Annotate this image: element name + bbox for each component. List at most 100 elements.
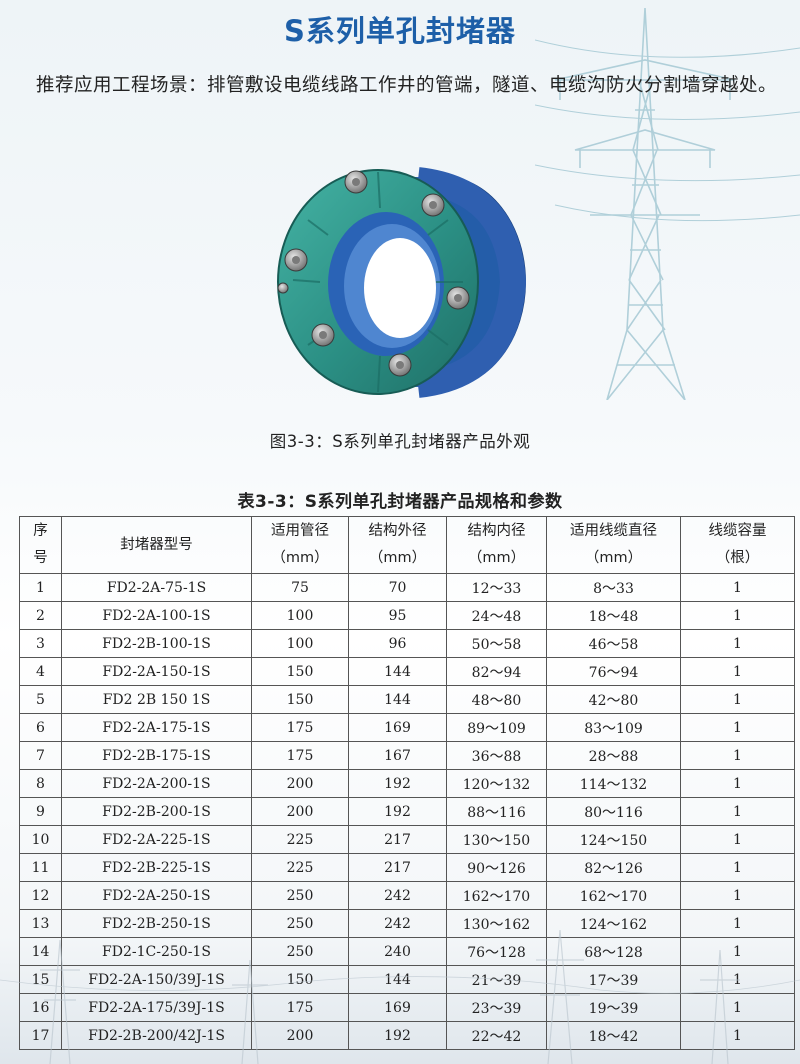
header-cable-diameter: 适用线缆直径 （mm） (546, 516, 681, 574)
spec-table: 序号 封堵器型号 适用管径 （mm） 结构外径 （mm） 结构内径 （mm） 适用线缆… (19, 516, 795, 1050)
cell-index: 2 (19, 601, 62, 630)
cell-cable-capacity: 1 (680, 909, 795, 938)
cell-inner-diameter: 24～48 (446, 601, 547, 630)
cell-outer-diameter: 240 (348, 937, 447, 966)
cell-pipe-diameter: 225 (251, 853, 349, 882)
cell-pipe-diameter: 200 (251, 1021, 349, 1050)
cell-model: FD2-2A-175/39J-1S (61, 993, 252, 1022)
cell-inner-diameter: 23～39 (446, 993, 547, 1022)
figure-caption: 图3-3：S系列单孔封堵器产品外观 (269, 432, 531, 451)
cell-model: FD2-2A-150/39J-1S (61, 965, 252, 994)
cell-inner-diameter: 90～126 (446, 853, 547, 882)
cell-outer-diameter: 192 (348, 769, 447, 798)
header-model: 封堵器型号 (61, 516, 252, 574)
cell-model: FD2 2B 150 1S (61, 685, 252, 714)
cell-inner-diameter: 21～39 (446, 965, 547, 994)
cell-outer-diameter: 169 (348, 713, 447, 742)
cell-outer-diameter: 217 (348, 825, 447, 854)
cell-cable-capacity: 1 (680, 769, 795, 798)
cell-model: FD2-2A-100-1S (61, 601, 252, 630)
cell-cable-capacity: 1 (680, 685, 795, 714)
table-row: 8 FD2-2A-200-1S 200 192 120～132 114～132 1 (19, 769, 795, 798)
header-index: 序号 (19, 516, 62, 574)
transmission-tower-illustration (535, 7, 800, 400)
cell-pipe-diameter: 250 (251, 937, 349, 966)
cell-pipe-diameter: 250 (251, 909, 349, 938)
single-hole-sealing-device-illustration (277, 167, 527, 398)
cell-cable-diameter: 18～48 (546, 601, 681, 630)
table-row: 3 FD2-2B-100-1S 100 96 50～58 46～58 1 (19, 629, 795, 658)
cell-outer-diameter: 144 (348, 657, 447, 686)
cell-cable-diameter: 8～33 (546, 573, 681, 602)
cell-index: 1 (19, 573, 62, 602)
cell-outer-diameter: 144 (348, 965, 447, 994)
header-inner-diameter: 结构内径 （mm） (446, 516, 547, 574)
cell-cable-diameter: 114～132 (546, 769, 681, 798)
cell-cable-diameter: 82～126 (546, 853, 681, 882)
cell-inner-diameter: 130～162 (446, 909, 547, 938)
table-row: 16 FD2-2A-175/39J-1S 175 169 23～39 19～39 1 (19, 993, 795, 1022)
cell-index: 6 (19, 713, 62, 742)
cell-cable-diameter: 42～80 (546, 685, 681, 714)
cell-inner-diameter: 36～88 (446, 741, 547, 770)
table-row: 5 FD2 2B 150 1S 150 144 48～80 42～80 1 (19, 685, 795, 714)
table-row: 13 FD2-2B-250-1S 250 242 130～162 124～162 1 (19, 909, 795, 938)
table-row: 10 FD2-2A-225-1S 225 217 130～150 124～150 1 (19, 825, 795, 854)
cell-index: 12 (19, 881, 62, 910)
cell-model: FD2-2B-200-1S (61, 797, 252, 826)
cell-cable-capacity: 1 (680, 825, 795, 854)
cell-model: FD2-1C-250-1S (61, 937, 252, 966)
table-title: 表3-3：S系列单孔封堵器产品规格和参数 (237, 492, 563, 512)
cell-model: FD2-2A-175-1S (61, 713, 252, 742)
cell-pipe-diameter: 225 (251, 825, 349, 854)
table-row: 9 FD2-2B-200-1S 200 192 88～116 80～116 1 (19, 797, 795, 826)
cell-index: 8 (19, 769, 62, 798)
cell-model: FD2-2B-250-1S (61, 909, 252, 938)
cell-pipe-diameter: 250 (251, 881, 349, 910)
cell-model: FD2-2B-100-1S (61, 629, 252, 658)
cell-cable-diameter: 46～58 (546, 629, 681, 658)
table-row: 6 FD2-2A-175-1S 175 169 89～109 83～109 1 (19, 713, 795, 742)
cell-cable-capacity: 1 (680, 657, 795, 686)
cell-inner-diameter: 130～150 (446, 825, 547, 854)
cell-index: 3 (19, 629, 62, 658)
cell-model: FD2-2A-200-1S (61, 769, 252, 798)
intro-paragraph: 推荐应用工程场景：排管敷设电缆线路工作井的管端，隧道、电缆沟防火分割墙穿越处。 (36, 75, 778, 96)
cell-outer-diameter: 242 (348, 909, 447, 938)
cell-cable-diameter: 18～42 (546, 1021, 681, 1050)
cell-pipe-diameter: 150 (251, 965, 349, 994)
cell-index: 17 (19, 1021, 62, 1050)
table-row: 15 FD2-2A-150/39J-1S 150 144 21～39 17～39 1 (19, 965, 795, 994)
cell-cable-capacity: 1 (680, 853, 795, 882)
cell-cable-diameter: 80～116 (546, 797, 681, 826)
cell-pipe-diameter: 75 (251, 573, 349, 602)
cell-outer-diameter: 96 (348, 629, 447, 658)
cell-cable-diameter: 68～128 (546, 937, 681, 966)
cell-cable-capacity: 1 (680, 965, 795, 994)
table-row: 1 FD2-2A-75-1S 75 70 12～33 8～33 1 (19, 573, 795, 602)
header-outer-diameter: 结构外径 （mm） (348, 516, 447, 574)
cell-index: 15 (19, 965, 62, 994)
cell-inner-diameter: 82～94 (446, 657, 547, 686)
cell-model: FD2-2A-150-1S (61, 657, 252, 686)
cell-inner-diameter: 48～80 (446, 685, 547, 714)
cell-index: 7 (19, 741, 62, 770)
cell-outer-diameter: 167 (348, 741, 447, 770)
cell-pipe-diameter: 150 (251, 685, 349, 714)
cell-inner-diameter: 162～170 (446, 881, 547, 910)
cell-outer-diameter: 192 (348, 1021, 447, 1050)
cell-cable-capacity: 1 (680, 573, 795, 602)
cell-model: FD2-2A-225-1S (61, 825, 252, 854)
table-row: 17 FD2-2B-200/42J-1S 200 192 22～42 18～42 1 (19, 1021, 795, 1050)
table-row: 12 FD2-2A-250-1S 250 242 162～170 162～170 1 (19, 881, 795, 910)
cell-cable-capacity: 1 (680, 713, 795, 742)
cell-inner-diameter: 12～33 (446, 573, 547, 602)
cell-cable-capacity: 1 (680, 741, 795, 770)
cell-pipe-diameter: 175 (251, 993, 349, 1022)
cell-inner-diameter: 89～109 (446, 713, 547, 742)
cell-index: 5 (19, 685, 62, 714)
cell-cable-diameter: 76～94 (546, 657, 681, 686)
cell-cable-capacity: 1 (680, 601, 795, 630)
cell-pipe-diameter: 175 (251, 741, 349, 770)
header-cable-capacity: 线缆容量 （根） (680, 516, 795, 574)
